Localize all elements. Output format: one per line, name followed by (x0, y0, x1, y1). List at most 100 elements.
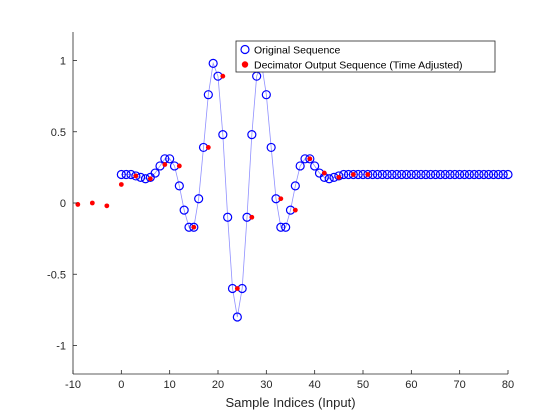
x-tick-label: 50 (357, 379, 369, 391)
original-sequence-point (426, 169, 436, 180)
original-sequence-point (165, 154, 175, 164)
original-sequence-point (290, 181, 300, 191)
original-sequence-point (469, 169, 479, 180)
legend-marker-decimator-output (241, 61, 249, 68)
original-sequence-point (493, 169, 503, 180)
original-sequence-point (305, 154, 315, 164)
decimator-output-point (220, 73, 226, 79)
original-sequence-point (498, 169, 508, 180)
original-sequence-point (150, 168, 160, 178)
y-tick-label: 0 (60, 198, 66, 210)
y-tick-label: -1 (56, 341, 66, 353)
original-sequence-line (121, 61, 508, 318)
original-sequence-point (223, 212, 233, 222)
legend-box (235, 40, 496, 73)
original-sequence-point (281, 222, 291, 232)
decimator-output-point (176, 163, 182, 169)
original-sequence-point (421, 169, 431, 180)
decimator-output-point (104, 203, 110, 209)
legend-label-decimator-output: Decimator Output Sequence (Time Adjusted… (254, 60, 463, 72)
original-sequence-point (377, 169, 387, 180)
original-sequence-point (392, 169, 402, 180)
decimator-output-point (234, 286, 240, 291)
x-tick-label: 40 (309, 379, 321, 391)
original-sequence-point (261, 90, 271, 100)
original-sequence-point (276, 222, 286, 232)
original-sequence-point (295, 161, 305, 171)
x-tick-label: 30 (260, 379, 272, 391)
original-sequence-point (194, 194, 204, 204)
decimator-output-point (205, 145, 211, 150)
original-sequence-point (310, 161, 320, 171)
original-sequence-point (488, 169, 499, 180)
original-sequence-point (440, 169, 450, 180)
original-sequence-point (397, 169, 407, 180)
x-tick-label: 10 (164, 379, 176, 391)
x-tick-label: 0 (118, 379, 124, 391)
original-sequence-point (339, 169, 349, 180)
plot-area (73, 32, 508, 374)
original-sequence-point (411, 169, 421, 180)
y-tick-label: 1 (60, 56, 66, 68)
decimator-output-point (365, 172, 371, 177)
y-tick-label: -0.5 (47, 269, 66, 281)
decimator-output-point (350, 172, 356, 177)
decimator-output-point (191, 224, 197, 230)
decimator-output-point (89, 200, 95, 206)
original-sequence-point (189, 222, 199, 232)
original-sequence-point (372, 169, 383, 180)
original-sequence-point (401, 169, 412, 180)
original-sequence-point (484, 169, 494, 180)
original-sequence-point (232, 312, 242, 322)
decimator-output-point (162, 162, 168, 167)
original-sequence-point (218, 130, 228, 140)
decimator-output-point (292, 207, 298, 213)
original-sequence-point (116, 169, 126, 180)
original-sequence-point (348, 169, 358, 180)
x-tick-label: 80 (502, 379, 514, 391)
axes: -10 0 10 20 30 40 50 60 70 80 -1 -0.5 0 0.5 1 (47, 32, 514, 391)
legend-label-original-sequence: Original Sequence (254, 45, 341, 57)
decimator-output-point (278, 196, 284, 202)
decimator-output-point (118, 182, 124, 187)
legend-marker-original-sequence (240, 44, 250, 55)
original-sequence-point (503, 169, 513, 180)
x-axis-title: Sample Indices (Input) (225, 395, 355, 410)
x-tick-label: -10 (65, 379, 81, 391)
x-tick-label: 60 (405, 379, 417, 391)
legend: Original Sequence Decimator Output Seque… (235, 40, 496, 73)
original-sequence-point (406, 169, 416, 180)
y-tick-label: 0.5 (51, 127, 66, 139)
decimator-output-point (321, 170, 327, 176)
original-sequence-point (203, 90, 213, 100)
original-sequence-point (387, 169, 397, 180)
decimator-output-point (249, 214, 255, 220)
original-sequence-point (474, 169, 484, 180)
original-sequence-point (324, 174, 334, 184)
original-sequence-point (334, 171, 344, 181)
original-sequence-point (435, 169, 445, 180)
original-sequence-point (479, 169, 489, 180)
original-sequence-point (455, 169, 465, 180)
original-sequence-point (445, 169, 455, 180)
original-sequence-point (450, 169, 460, 180)
decimator-output-point (133, 173, 139, 179)
x-tick-label: 70 (454, 379, 466, 391)
decimator-output-point (307, 156, 313, 162)
original-sequence-point (121, 169, 131, 180)
x-tick-label: 20 (212, 379, 224, 391)
decimator-output-point (336, 174, 342, 180)
original-sequence-point (363, 169, 373, 180)
original-sequence-point (266, 142, 276, 153)
original-sequence-point (416, 169, 426, 180)
original-sequence-point (179, 205, 189, 215)
original-sequence-point (247, 130, 257, 140)
original-sequence-point (382, 169, 392, 180)
original-sequence-point (464, 169, 474, 180)
original-sequence-point (131, 171, 141, 181)
original-sequence-point (430, 169, 441, 180)
original-sequence-point (208, 58, 218, 68)
decimator-output-point (147, 176, 153, 182)
series-layer (75, 58, 513, 322)
